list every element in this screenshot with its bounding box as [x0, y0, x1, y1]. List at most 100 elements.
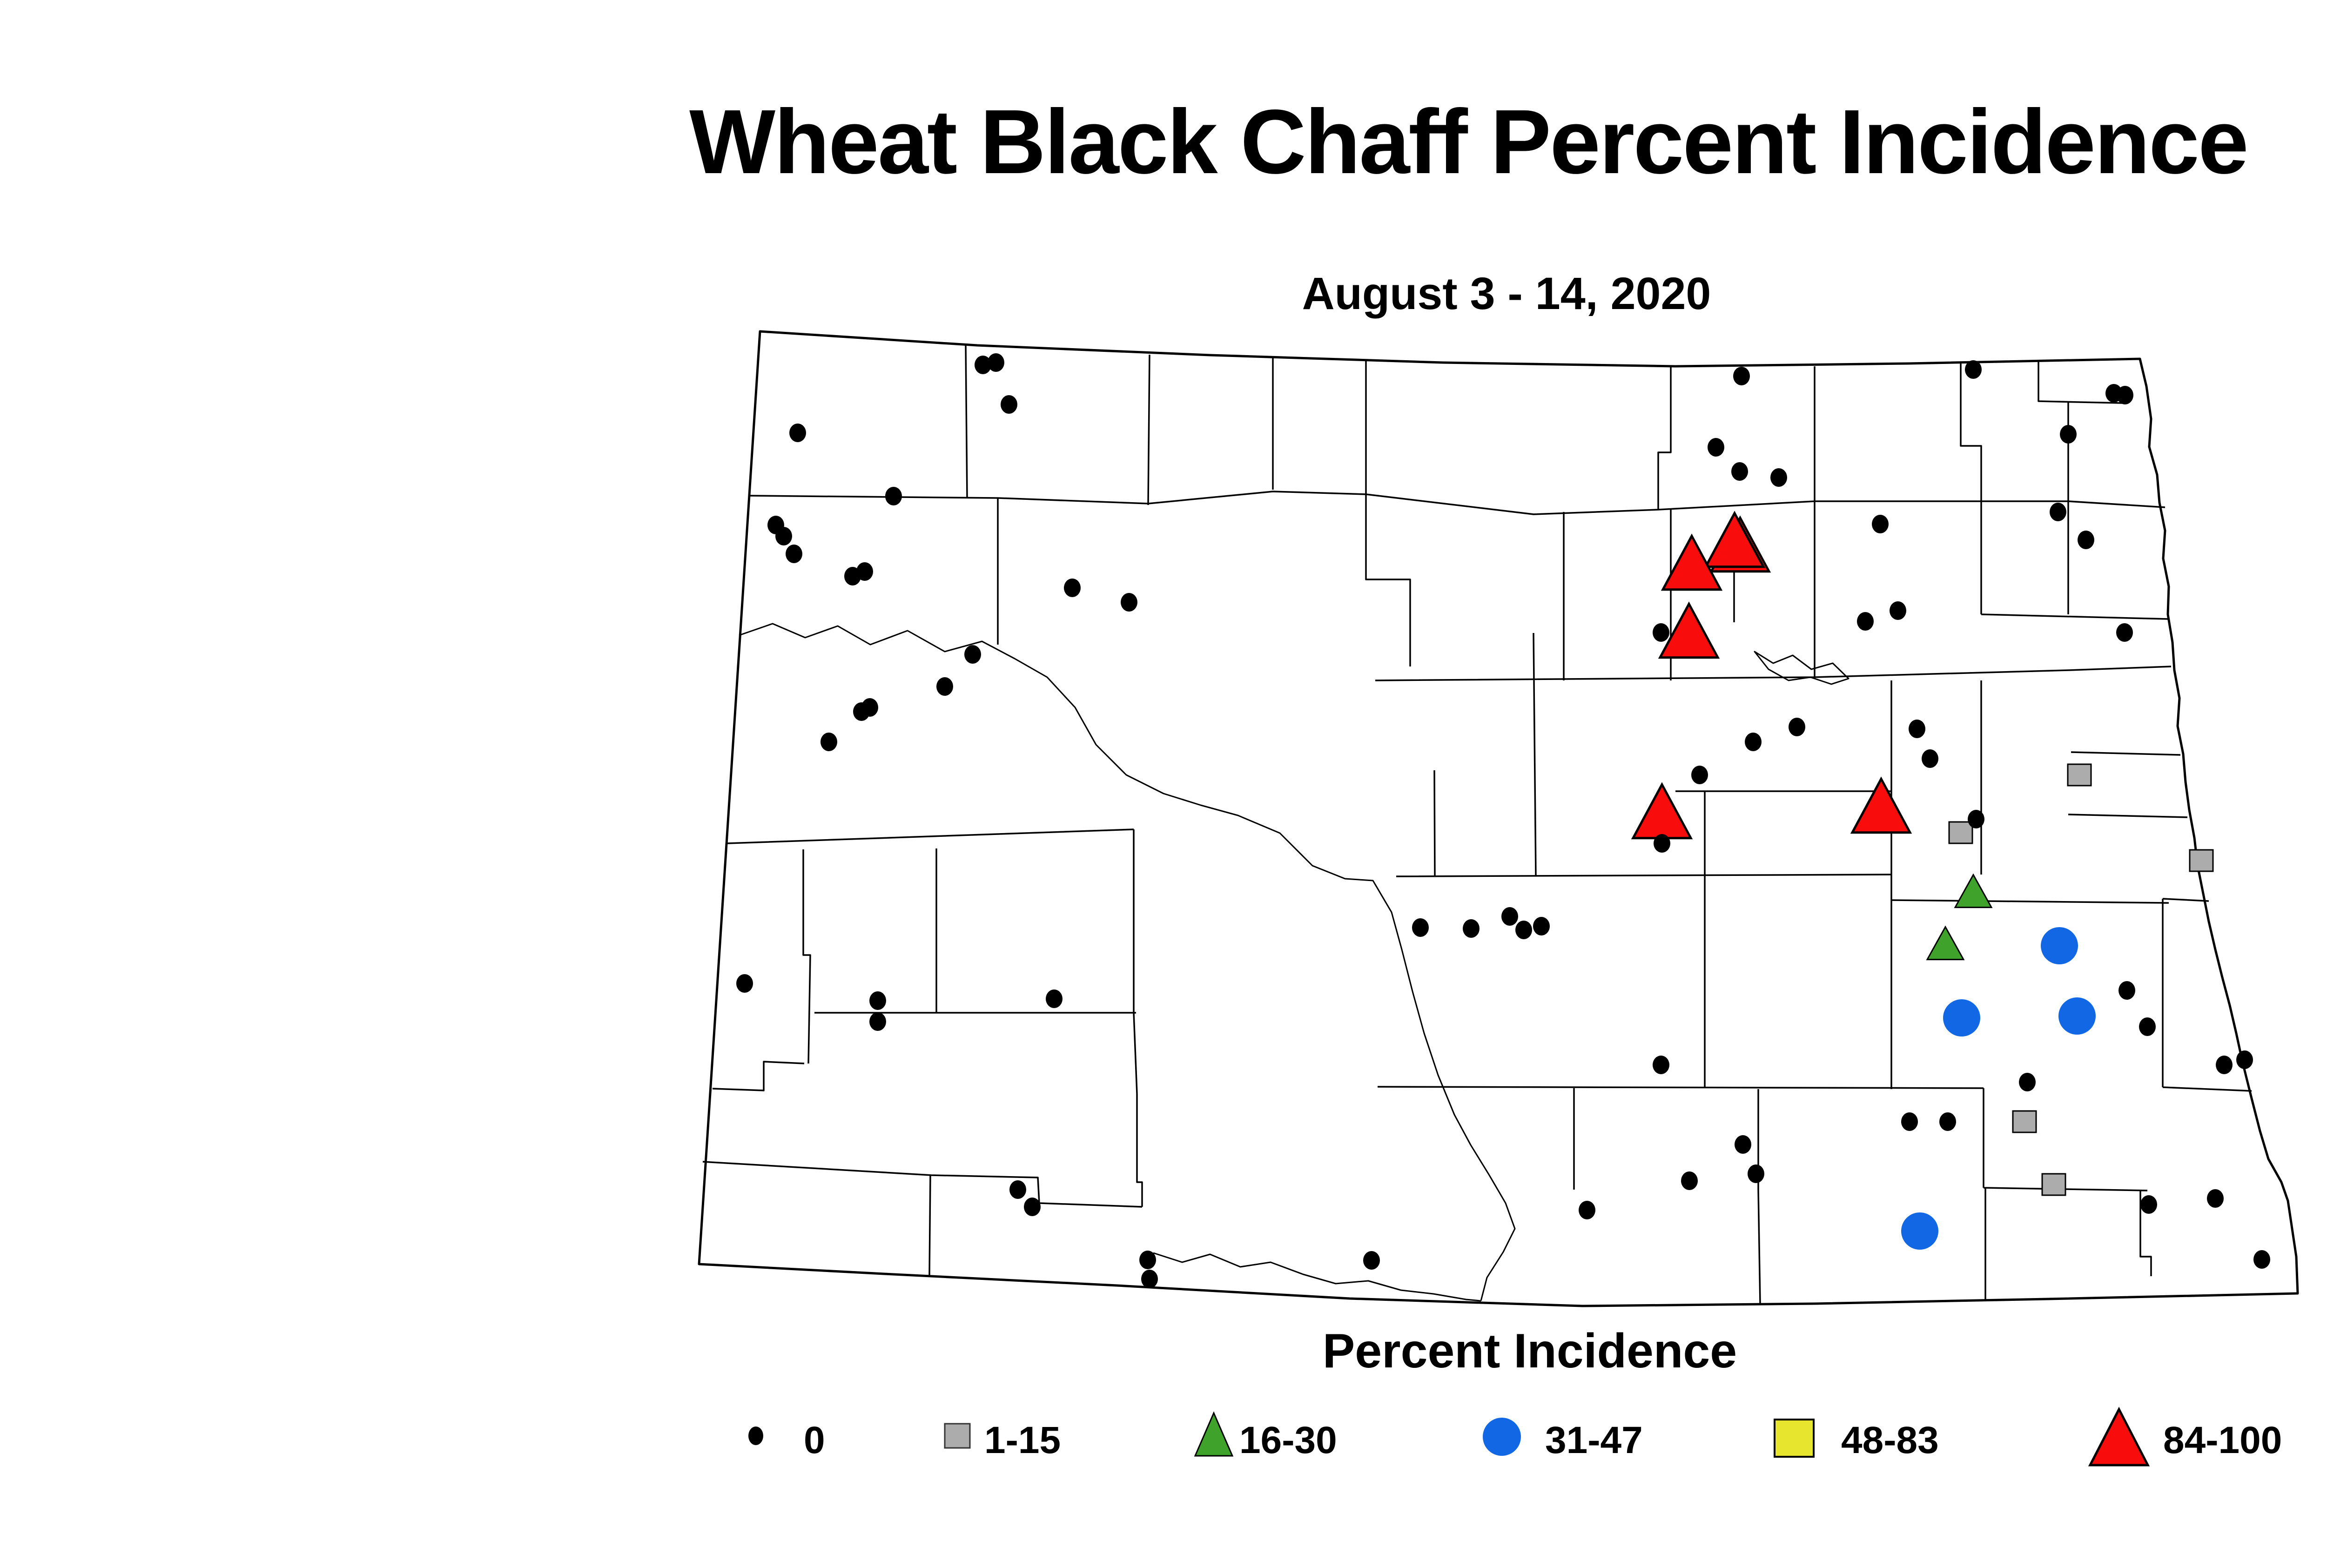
map-point-dot-0 [1064, 579, 1081, 597]
map-point-triangle-16-30 [1926, 925, 1965, 961]
legend-dot-0-icon [748, 1427, 763, 1445]
map-point-dot-0 [861, 698, 878, 717]
map-point-dot-0 [1857, 612, 1874, 631]
legend-triangle-84-100-icon [2088, 1406, 2150, 1467]
map-point-dot-0 [2119, 981, 2135, 1000]
map-point-dot-0 [1968, 810, 1984, 828]
map-point-dot-0 [1009, 1180, 1026, 1199]
map-point-dot-0 [2216, 1056, 2233, 1074]
date-range-subtitle: August 3 - 14, 2020 [1302, 268, 1711, 319]
map-point-dot-0 [2140, 1195, 2157, 1214]
north-dakota-state-outline [698, 330, 2299, 1307]
map-point-triangle-16-30 [1954, 873, 1993, 908]
missouri-river-line [739, 623, 1516, 1301]
map-point-dot-0 [1939, 1112, 1956, 1131]
map-point-circle-31-47 [2041, 927, 2078, 964]
legend-item-0: 0 [748, 1419, 825, 1461]
map-point-dot-0 [2236, 1050, 2253, 1069]
map-point-dot-0 [1789, 718, 1805, 736]
map-point-dot-0 [1691, 766, 1708, 784]
map-point-triangle-84-100 [1658, 601, 1720, 659]
map-point-square-1-15 [1948, 821, 1973, 844]
map-point-triangle-84-100 [1661, 533, 1723, 591]
map-data-points-layer [736, 353, 2270, 1288]
county-boundaries-west [702, 828, 1143, 1276]
map-point-square-1-15 [2012, 1110, 2037, 1133]
map-point-dot-0 [1731, 462, 1748, 481]
map-point-dot-0 [1653, 623, 1669, 642]
cannonball-river-line [1153, 1252, 1481, 1302]
map-point-dot-0 [1579, 1201, 1595, 1219]
map-point-dot-0 [1965, 360, 1982, 379]
map-point-dot-0 [2019, 1073, 2036, 1091]
map-point-circle-31-47 [1943, 999, 1980, 1036]
map-point-dot-0 [1653, 1056, 1669, 1074]
map-point-dot-0 [786, 545, 802, 563]
map-point-dot-0 [1121, 593, 1137, 612]
map-point-dot-0 [964, 645, 981, 664]
map-point-dot-0 [1770, 468, 1787, 487]
map-point-dot-0 [1463, 919, 1480, 938]
map-point-dot-0 [856, 562, 873, 581]
map-point-dot-0 [2116, 623, 2133, 642]
map-point-dot-0 [2253, 1250, 2270, 1269]
legend-label-16-30: 16-30 [1239, 1419, 1337, 1461]
map-point-dot-0 [2117, 386, 2133, 404]
page-title: Wheat Black Chaff Percent Incidence [689, 91, 2247, 193]
map-point-dot-0 [1363, 1251, 1380, 1270]
county-boundaries-central [997, 498, 2188, 1089]
map-point-dot-0 [869, 991, 886, 1010]
map-point-circle-31-47 [2058, 997, 2096, 1035]
map-point-dot-0 [1046, 989, 1063, 1008]
legend-label-0: 0 [804, 1419, 825, 1461]
map-point-dot-0 [1909, 720, 1925, 738]
map-point-dot-0 [869, 1012, 886, 1031]
legend-circle-31-47-icon [1483, 1418, 1521, 1456]
map-point-dot-0 [1733, 367, 1750, 385]
map-point-dot-0 [1735, 1135, 1751, 1154]
map-point-dot-0 [885, 487, 902, 505]
map-point-dot-0 [2207, 1189, 2224, 1208]
map-point-square-1-15 [2189, 849, 2214, 872]
map-point-dot-0 [2050, 503, 2066, 521]
map-point-dot-0 [1515, 921, 1532, 939]
map-point-dot-0 [2078, 531, 2094, 549]
map-point-dot-0 [1922, 749, 1938, 768]
map-point-circle-31-47 [1901, 1212, 1938, 1250]
devils-lake-outline [1754, 651, 1849, 685]
legend: Percent Incidence 0 1-15 16-30 31-47 48-… [748, 1324, 2282, 1467]
legend-item-1-15: 1-15 [944, 1419, 1061, 1461]
legend-triangle-16-30-icon [1194, 1411, 1234, 1457]
county-boundaries-north [750, 345, 2166, 666]
map-point-dot-0 [775, 527, 792, 545]
legend-label-1-15: 1-15 [984, 1419, 1061, 1461]
map-point-dot-0 [1681, 1171, 1698, 1190]
map-point-dot-0 [1501, 907, 1518, 926]
map-point-dot-0 [975, 356, 991, 374]
map-point-dot-0 [1533, 917, 1550, 935]
map-point-dot-0 [988, 353, 1004, 372]
map-point-dot-0 [1872, 515, 1889, 533]
map-point-dot-0 [821, 733, 837, 751]
map-point-dot-0 [1412, 918, 1429, 937]
map-point-dot-0 [1141, 1270, 1158, 1288]
map-point-dot-0 [2139, 1017, 2156, 1036]
map-point-dot-0 [789, 424, 806, 442]
map-point-dot-0 [1654, 834, 1670, 853]
legend-item-84-100: 84-100 [2088, 1406, 2282, 1467]
map-point-dot-0 [1001, 395, 1017, 414]
map-point-dot-0 [936, 677, 953, 696]
legend-item-31-47: 31-47 [1483, 1418, 1643, 1461]
map-point-dot-0 [1890, 601, 1906, 620]
legend-title: Percent Incidence [1323, 1324, 1737, 1378]
map-point-triangle-84-100 [1703, 511, 1766, 568]
legend-label-48-83: 48-83 [1841, 1419, 1939, 1461]
map-point-dot-0 [1139, 1251, 1156, 1269]
legend-item-48-83: 48-83 [1774, 1419, 1939, 1461]
legend-item-16-30: 16-30 [1194, 1411, 1337, 1461]
map-point-triangle-84-100 [1850, 776, 1912, 834]
map-point-dot-0 [1901, 1112, 1918, 1131]
map-point-dot-0 [736, 974, 753, 993]
